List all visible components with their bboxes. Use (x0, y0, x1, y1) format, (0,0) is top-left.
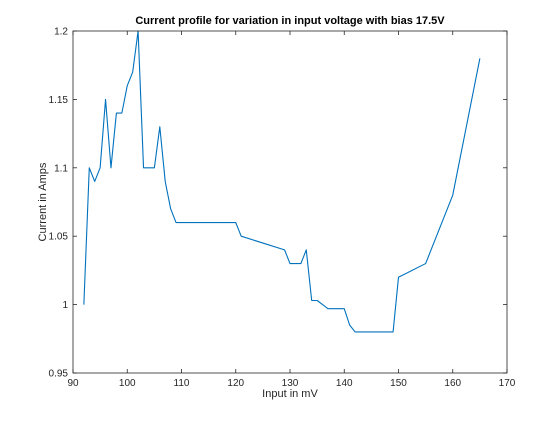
y-tick-label: 1.05 (49, 232, 69, 243)
x-tick-label: 140 (336, 378, 353, 389)
x-tick-label: 100 (119, 378, 136, 389)
x-tick-label: 120 (227, 378, 244, 389)
plot-frame (72, 30, 508, 374)
x-tick-label: 130 (282, 378, 299, 389)
y-axis-label: Current in Amps (37, 162, 49, 241)
y-tick-label: 1.15 (49, 95, 69, 106)
chart-title: Current profile for variation in input v… (135, 15, 445, 27)
x-tick-label: 170 (499, 378, 516, 389)
x-tick-label: 150 (390, 378, 407, 389)
x-tick-label: 160 (444, 378, 461, 389)
x-tick-label: 90 (67, 378, 79, 389)
x-axis-label: Input in mV (262, 388, 318, 400)
plot-background (73, 31, 507, 373)
y-tick-label: 1.1 (54, 163, 68, 174)
x-tick-label: 110 (174, 378, 190, 389)
y-tick-label: 1.2 (54, 27, 68, 38)
y-tick-label: 1 (62, 300, 68, 311)
current-series-line (83, 30, 481, 333)
y-tick-label: 0.95 (49, 369, 69, 380)
